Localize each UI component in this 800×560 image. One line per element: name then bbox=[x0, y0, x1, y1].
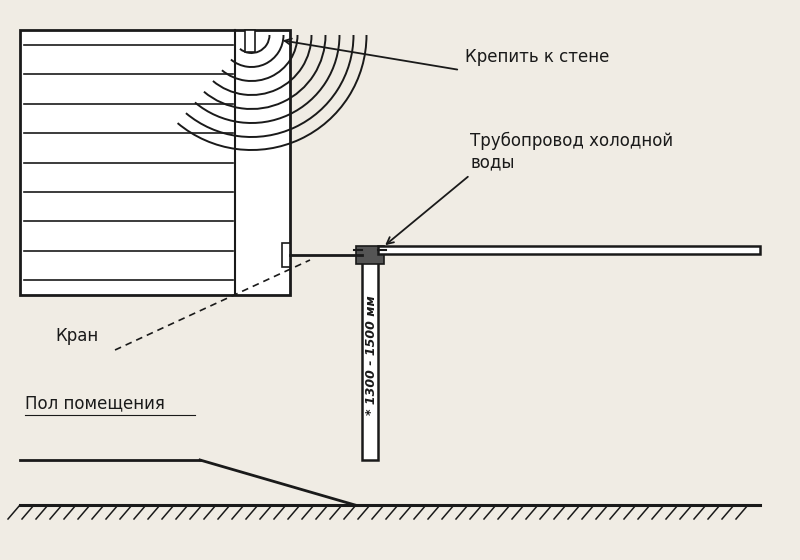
Bar bbox=[20, 30, 290, 295]
Bar bbox=[362, 250, 378, 460]
Bar bbox=[282, 243, 290, 267]
Text: * 1300 - 1500 мм: * 1300 - 1500 мм bbox=[365, 295, 378, 415]
Bar bbox=[378, 246, 760, 254]
Text: Кран: Кран bbox=[55, 327, 98, 345]
Bar bbox=[245, 30, 255, 52]
Text: Трубопровод холодной
воды: Трубопровод холодной воды bbox=[470, 132, 673, 171]
Text: Пол помещения: Пол помещения bbox=[25, 394, 165, 412]
Text: Крепить к стене: Крепить к стене bbox=[465, 48, 610, 66]
Bar bbox=[356, 246, 384, 264]
